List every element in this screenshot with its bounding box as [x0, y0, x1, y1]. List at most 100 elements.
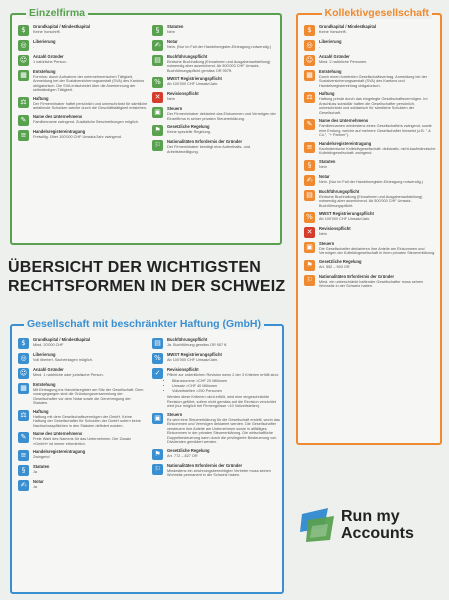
register-icon: ≡ — [18, 450, 29, 462]
item-title: Anzahl Gründer — [33, 54, 64, 59]
item-haftung: ⚖ Haftung Haftung mit dem Gesellschaftsver… — [18, 409, 146, 428]
item-desc: Ab 100'000 CHF Umsatz/Jahr. — [167, 82, 219, 87]
item-title: Grundkapital / Mindestkapital — [319, 24, 377, 29]
item-desc: Art. 772 – 827 OR — [167, 453, 198, 458]
law-book-icon: ⚑ — [152, 448, 163, 460]
paragraph-icon: § — [18, 465, 29, 477]
item-title: Steuern — [319, 241, 335, 247]
item-desc: Voll liberiert, Sacheinlagen möglich. — [33, 357, 93, 362]
item-title: Liberierung — [33, 352, 56, 357]
percent-icon: % — [152, 353, 163, 364]
item-title: Statuten — [319, 158, 336, 164]
item-desc: Zwingend — [33, 455, 50, 460]
item-grundkapital: $ Grundkapital / Mindestkapital Mind. 20'0… — [18, 337, 146, 349]
item-revision: ✕ Revisionspflicht Nein — [152, 91, 278, 104]
coins-icon: ◎ — [18, 353, 29, 364]
revision-criteria-list: Bilanzsumme >CHF 20 Millionen Umsatz >CH… — [172, 379, 280, 393]
item-title: Revisionspflicht — [167, 367, 199, 372]
item-desc: Werden diese Kriterien nicht erfüllt, wi… — [167, 395, 276, 409]
item-title: Statuten — [33, 464, 50, 470]
item-name: ✎ Name des Unternehmens Familienname zwing… — [18, 113, 148, 126]
paragraph-icon: § — [152, 25, 163, 36]
item-title: Name des Unternehmens — [33, 113, 83, 119]
percent-icon: % — [152, 77, 163, 89]
item-desc: Keine Vorschrift. — [33, 29, 61, 34]
item-entstehung: ▦ Entstehung Mit Eintragung ins Handelsreg… — [18, 382, 146, 406]
item-title: Haftung — [33, 95, 49, 101]
item-nationalitaet: ⚐ Nationalitäten Erfordernis der Gründer M… — [152, 462, 280, 478]
coins-icon: ◎ — [304, 40, 315, 51]
book-icon: ▤ — [152, 338, 163, 349]
item-desc: 1 natürliche Person. — [33, 59, 67, 64]
item-desc: Nein — [167, 97, 175, 102]
item-desc: Freie Wahl des Namens für das Unternehme… — [33, 437, 131, 446]
item-title: Liberierung — [33, 39, 56, 44]
item-title: MWST Registrierungspflicht — [167, 352, 222, 357]
item-title: Gesetzliche Regelung — [319, 258, 362, 264]
item-steuern: ▣ Steuern Die Gesellschafter deklarieren i… — [304, 241, 436, 256]
item-desc: Ab 100'000 CHF Umsatz/Jahr. — [319, 216, 371, 221]
item-gruender: ☺ Anzahl Gründer Mind. 1 natürliche oder j… — [18, 367, 146, 379]
item-title: Notar — [319, 173, 330, 179]
item-desc: - — [319, 44, 321, 49]
item-notar: ✍ Notar Nein. (Nur im Fall der Handelsregi… — [304, 173, 436, 186]
item-desc: Ja — [33, 470, 38, 475]
item-desc: Pflicht zur ordentlichen Revision wenn 2… — [167, 372, 279, 377]
logo-text: Run my Accounts — [341, 508, 414, 542]
item-gesetz: ⚑ Gesetzliche Regelung Keine spezielle Reg… — [152, 124, 278, 137]
item-buchfuehrung: ▤ Buchführungspflicht Einfache Buchhaltung… — [152, 54, 278, 73]
item-desc: Mind. 20'000 CHF — [33, 342, 64, 347]
check-icon: ✓ — [152, 368, 163, 379]
item-title: Nationalitäten Erfordernis der Gründer — [167, 139, 243, 145]
notary-icon: ✍ — [152, 40, 163, 51]
item-handelsregister: ≡ Handelsregistereintragung Freiwillig. Üb… — [18, 129, 148, 141]
paragraph-icon: § — [304, 159, 315, 171]
item-title: Buchführungspflicht — [319, 188, 360, 194]
money-icon: $ — [18, 338, 29, 349]
flag-icon: ⚐ — [152, 140, 163, 152]
item-buchfuehrung: ▤ Buchführungspflicht Ja. Buchführung gemä… — [152, 337, 280, 349]
money-icon: $ — [18, 25, 29, 36]
item-title: Statuten — [167, 24, 184, 29]
item-statuten: § Statuten Nein — [152, 24, 278, 36]
no-check-icon: ✕ — [152, 92, 163, 104]
item-title: Revisionspflicht — [167, 91, 199, 97]
item-desc: Einfache Buchhaltung (Einnahmen und Ausg… — [319, 194, 423, 208]
item-entstehung: ▦ Entstehung Formlos: durch Aufnahme der u… — [18, 69, 148, 93]
coins-icon: ◎ — [18, 40, 29, 51]
item-title: Anzahl Gründer — [33, 367, 64, 372]
item-desc: Nein — [167, 29, 175, 34]
item-desc: Mind. 1 natürliche oder juristische Pers… — [33, 372, 104, 377]
gmbh-title: Gesellschaft mit beschränkter Haftung (G… — [24, 318, 264, 330]
item-desc: Es wird eine Steuererklärung für die Ges… — [167, 417, 280, 445]
gmbh-right-column: ▤ Buchführungspflicht Ja. Buchführung gemä… — [152, 337, 280, 482]
register-icon: ≡ — [304, 141, 315, 153]
tax-icon: ▣ — [152, 412, 163, 424]
item-name: ✎ Name des Unternehmens Familiennamen mind… — [304, 118, 436, 137]
item-title: MWST Registrierungspflicht — [167, 76, 222, 82]
item-title: Buchführungspflicht — [167, 54, 208, 59]
item-desc: Haftung primär durch das eingelegte Gese… — [319, 97, 428, 115]
law-book-icon: ⚑ — [304, 259, 315, 271]
item-desc: Keine Vorschrift. — [319, 29, 347, 34]
item-desc: Ab 100'000 CHF Umsatz/Jahr. — [167, 357, 219, 362]
item-liberierung: ◎ Liberierung Voll liberiert, Sacheinlagen… — [18, 352, 146, 364]
item-statuten: § Statuten Nein — [304, 158, 436, 171]
scale-icon: ⚖ — [18, 96, 29, 108]
item-title: Grundkapital / Mindestkapital — [33, 24, 91, 29]
item-title: Nationalitäten Erfordernis der Gründer — [167, 462, 243, 468]
item-title: Nationalitäten Erfordernis der Gründer — [319, 273, 395, 279]
item-haftung: ⚖ Haftung Der Firmeninhaber haftet persönl… — [18, 95, 148, 111]
einzelfirma-left-column: $ Grundkapital / Mindestkapital Keine Vors… — [18, 24, 148, 145]
tag-icon: ✎ — [18, 432, 29, 444]
item-desc: Der Firmeninhaber haftet persönlich und … — [33, 101, 148, 111]
book-icon: ▤ — [152, 55, 163, 66]
building-icon: ▦ — [18, 383, 29, 394]
flag-icon: ⚐ — [152, 463, 163, 475]
flag-icon: ⚐ — [304, 274, 315, 286]
item-title: MWST Registrierungspflicht — [319, 211, 374, 217]
item-title: Entstehung — [33, 69, 56, 74]
item-desc: Freiwillig. Über 100'000 CHF Umsatz/Jahr… — [33, 134, 122, 139]
item-desc: Haftung mit dem Gesellschaftsvermögen de… — [33, 414, 141, 428]
logo-line-2: Accounts — [341, 525, 414, 542]
